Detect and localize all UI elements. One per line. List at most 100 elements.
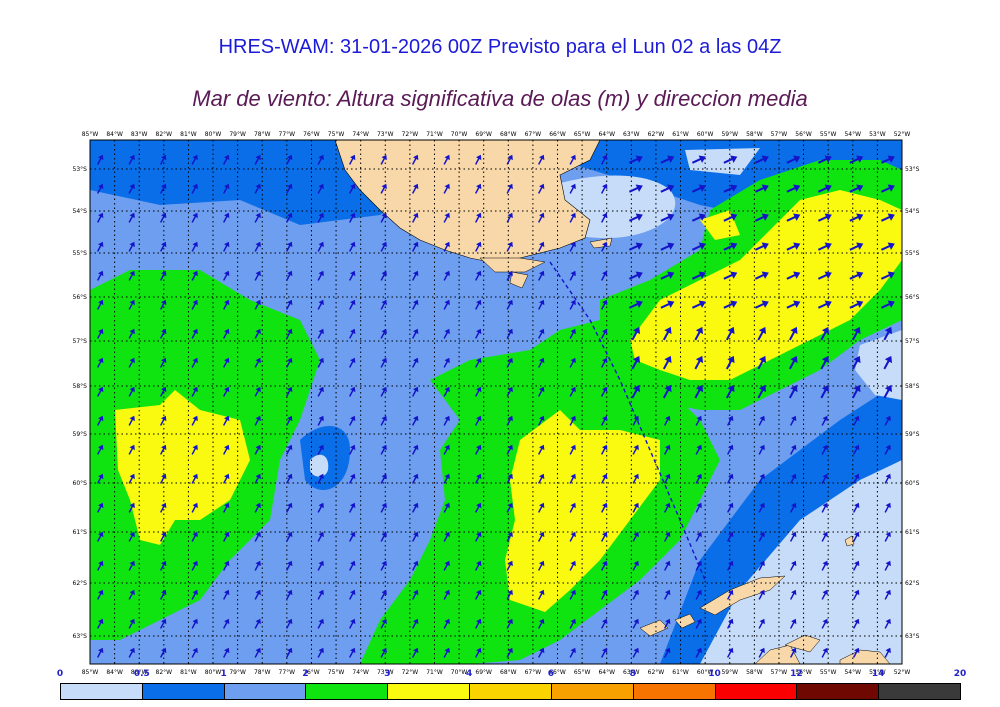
- direction-arrow: [537, 212, 545, 223]
- direction-arrow: [191, 618, 198, 629]
- lat-tick-label: 58°S: [73, 383, 88, 390]
- direction-arrow: [817, 213, 832, 222]
- direction-arrow: [411, 154, 419, 165]
- direction-arrow: [691, 213, 706, 222]
- lon-tick-label: 84°W: [106, 669, 123, 676]
- direction-arrow: [569, 328, 576, 339]
- direction-arrow: [632, 531, 639, 542]
- lon-tick-label: 59°W: [721, 131, 738, 138]
- direction-arrow: [474, 444, 482, 455]
- lat-tick-label: 56°S: [73, 294, 88, 301]
- direction-arrow: [411, 212, 419, 223]
- lon-tick-label: 73°W: [377, 669, 394, 676]
- lon-tick-label: 61°W: [672, 669, 689, 676]
- lon-tick-label: 81°W: [180, 131, 197, 138]
- direction-arrow: [411, 270, 419, 281]
- direction-arrow: [663, 531, 671, 542]
- direction-arrow: [474, 502, 482, 513]
- direction-arrow: [317, 357, 324, 368]
- direction-arrow: [506, 560, 513, 571]
- map-subtitle: Mar de viento: Altura significativa de o…: [192, 86, 808, 111]
- direction-arrow: [817, 155, 832, 164]
- direction-arrow: [537, 357, 545, 368]
- direction-arrow: [159, 589, 167, 600]
- direction-arrow: [600, 589, 608, 600]
- direction-arrow: [411, 531, 419, 542]
- direction-arrow: [569, 241, 576, 252]
- direction-arrow: [254, 212, 261, 223]
- direction-arrow: [317, 531, 324, 542]
- direction-arrow: [663, 589, 671, 600]
- colorbar-level-label: 0.5: [133, 669, 150, 679]
- direction-arrow: [128, 183, 135, 194]
- direction-arrow: [191, 386, 198, 397]
- direction-arrow: [191, 212, 198, 223]
- direction-arrow: [628, 184, 643, 193]
- direction-arrow: [285, 531, 293, 542]
- direction-arrow: [443, 647, 450, 658]
- direction-arrow: [849, 184, 864, 193]
- direction-arrow: [600, 386, 608, 397]
- direction-arrow: [159, 212, 167, 223]
- direction-arrow: [191, 502, 198, 513]
- direction-arrow: [443, 589, 450, 600]
- direction-arrow: [159, 386, 167, 397]
- direction-arrow: [254, 299, 261, 310]
- direction-arrow: [754, 184, 769, 193]
- direction-arrow: [285, 386, 293, 397]
- direction-arrow: [506, 618, 513, 629]
- direction-arrow: [506, 154, 513, 165]
- direction-arrow: [474, 560, 482, 571]
- direction-arrow: [628, 213, 643, 222]
- direction-arrow: [411, 502, 419, 513]
- direction-arrow: [663, 444, 671, 455]
- direction-arrow: [96, 241, 104, 252]
- direction-arrow: [632, 618, 639, 629]
- direction-arrow: [849, 213, 864, 222]
- direction-arrow: [159, 415, 167, 426]
- direction-arrow: [852, 589, 860, 600]
- direction-arrow: [537, 618, 545, 629]
- direction-arrow: [662, 384, 672, 399]
- direction-arrow: [600, 618, 608, 629]
- direction-arrow: [506, 212, 513, 223]
- direction-arrow: [348, 589, 356, 600]
- direction-arrow: [789, 473, 797, 484]
- direction-arrow: [537, 386, 545, 397]
- direction-arrow: [660, 271, 675, 280]
- direction-arrow: [537, 183, 545, 194]
- lon-tick-label: 76°W: [303, 669, 320, 676]
- direction-arrow: [348, 415, 356, 426]
- direction-arrow: [786, 184, 801, 193]
- direction-arrow: [880, 242, 895, 251]
- direction-arrow: [254, 386, 261, 397]
- direction-arrow: [443, 618, 450, 629]
- direction-arrow: [723, 242, 738, 251]
- direction-arrow: [660, 213, 675, 222]
- direction-arrow: [159, 357, 167, 368]
- direction-arrow: [600, 154, 608, 165]
- direction-arrow: [537, 415, 545, 426]
- direction-arrow: [537, 560, 545, 571]
- lon-tick-label: 77°W: [279, 131, 296, 138]
- direction-arrow: [758, 647, 765, 658]
- direction-arrow: [569, 357, 576, 368]
- direction-arrow: [96, 415, 104, 426]
- direction-arrow: [725, 326, 735, 341]
- lon-tick-label: 69°W: [475, 131, 492, 138]
- direction-arrow: [348, 444, 356, 455]
- direction-arrow: [159, 473, 167, 484]
- direction-arrow: [474, 241, 482, 252]
- direction-arrow: [380, 357, 387, 368]
- direction-arrow: [631, 355, 641, 370]
- direction-arrow: [128, 560, 135, 571]
- lon-tick-label: 56°W: [795, 131, 812, 138]
- lon-tick-label: 64°W: [598, 131, 615, 138]
- colorbar-level-label: 8: [629, 669, 636, 679]
- lon-tick-label: 54°W: [844, 131, 861, 138]
- colorbar-level-label: 6: [547, 669, 555, 679]
- direction-arrow: [880, 213, 895, 222]
- lon-tick-label: 59°W: [721, 669, 738, 676]
- direction-arrow: [159, 502, 167, 513]
- direction-arrow: [631, 384, 641, 399]
